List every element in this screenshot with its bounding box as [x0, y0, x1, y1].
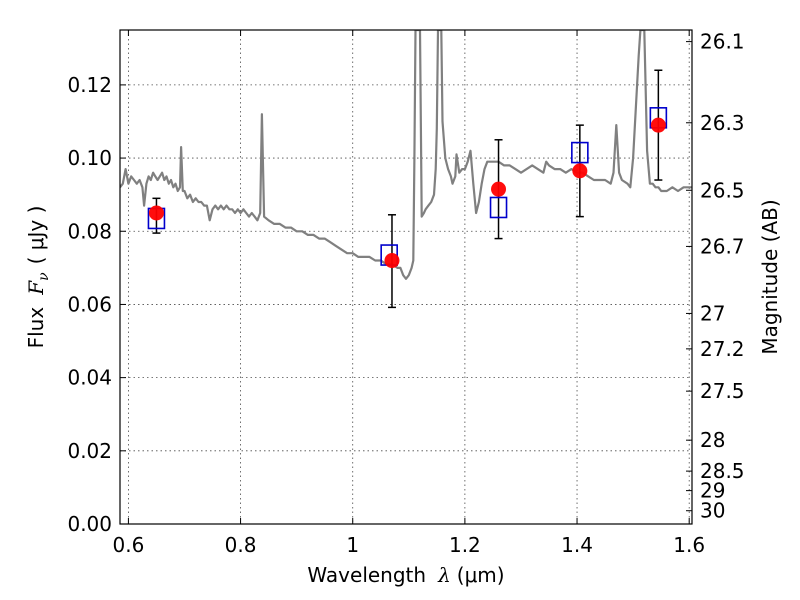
observed-data-point	[572, 163, 588, 179]
y2-tick-label: 26.7	[700, 234, 745, 258]
observed-data-point	[384, 253, 400, 269]
observed-data-point	[148, 205, 164, 221]
y2-tick-label: 28.5	[700, 459, 745, 483]
y-axis-title: FluxFν( μJy )	[24, 206, 52, 349]
x-tick-label: 0.6	[113, 533, 145, 557]
y2-tick-label: 26.5	[700, 178, 745, 202]
model-photometry-marker	[571, 141, 589, 164]
y-tick-label: 0.04	[67, 366, 112, 390]
y2-tick-label: 28	[700, 428, 725, 452]
y2-axis-title: Magnitude (AB)	[758, 199, 782, 354]
observed-data-point	[491, 181, 507, 197]
model-photometry-marker	[489, 196, 508, 219]
observed-data-point	[650, 117, 666, 133]
y2-tick-label: 26.3	[700, 111, 745, 135]
y2-tick-label: 27.5	[700, 379, 745, 403]
x-tick-label: 1.4	[561, 533, 593, 557]
y-tick-label: 0.00	[67, 512, 112, 536]
grid	[120, 30, 692, 524]
x-tick-label: 1.6	[673, 533, 705, 557]
y2-tick-label: 29	[700, 479, 725, 503]
y2-tick-label: 27	[700, 301, 725, 325]
x-tick-label: 1.2	[449, 533, 481, 557]
y-tick-label: 0.02	[67, 439, 112, 463]
plot-frame	[119, 29, 693, 525]
axis-ticks: 0.6 0.8 1 1.2 1.4 1.6 0.00 0.02 0.04 0.06 0.08 0.10…	[67, 30, 744, 557]
plot-area	[120, 30, 692, 309]
y-tick-label: 0.12	[67, 73, 112, 97]
model-spectrum-line	[120, 30, 692, 280]
x-tick-label: 1	[346, 533, 359, 557]
y-tick-label: 0.10	[67, 146, 112, 170]
y2-tick-label: 30	[700, 499, 725, 523]
y-tick-label: 0.06	[67, 292, 112, 316]
x-axis-title: Wavelength λ (μm)	[307, 563, 504, 587]
y2-tick-label: 27.2	[700, 337, 745, 361]
y2-tick-label: 26.1	[700, 30, 745, 54]
y-tick-label: 0.08	[67, 219, 112, 243]
x-tick-label: 0.8	[225, 533, 257, 557]
